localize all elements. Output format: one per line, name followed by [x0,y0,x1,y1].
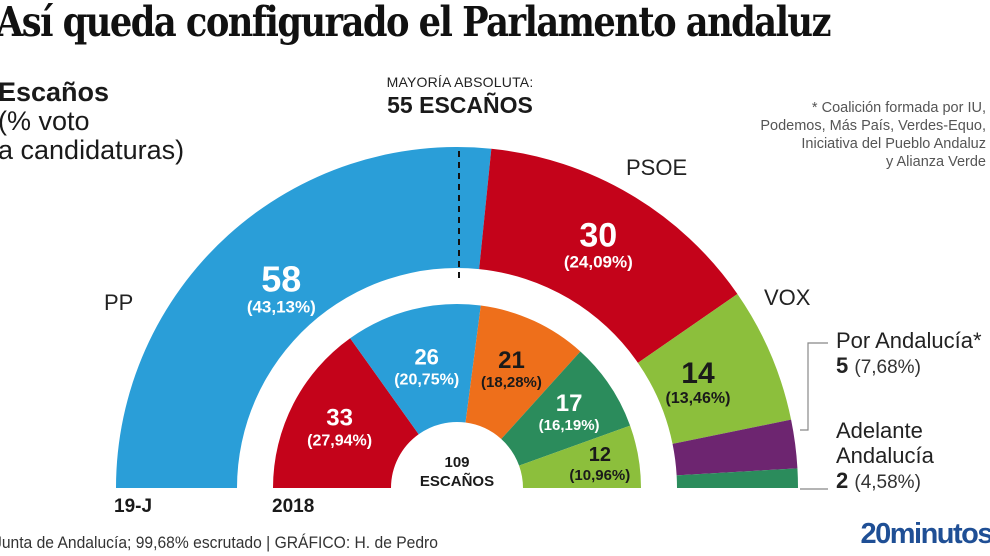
por-andalucia-seats: 5 [836,353,849,378]
outer-seats-label-vox: 14 [681,357,715,390]
footnote-line: y Alianza Verde [886,154,986,170]
adelante-name-1: Adelante [836,418,923,443]
adelante-seats: 2 [836,468,849,493]
inner-seats-label-adelante-andalucia: 17 [556,390,583,417]
year-label-inner: 2018 [272,496,315,517]
inner-pct-label-psoe: (27,94%) [307,433,372,450]
outer-segment-adelante-andalucia [676,468,798,488]
outer-segment-psoe [479,148,738,363]
majority-value: 55 ESCAÑOS [387,92,533,118]
source-footer: Junta de Andalucía; 99,68% escrutado | G… [0,533,438,552]
adelante-pct: (4,58%) [854,472,921,493]
label-vox: VOX [764,285,811,310]
year-label-outer: 19-J [114,496,153,517]
inner-seats-label-cs: 21 [498,347,525,374]
outer-segment-pp [116,146,492,488]
por-andalucia-pct: (7,68%) [854,357,921,378]
center-total-unit: ESCAÑOS [420,472,494,490]
inner-segment-psoe [273,338,419,488]
label-psoe: PSOE [626,155,688,180]
inner-ring-2018 [273,304,641,488]
brand-logo: 20minutos [860,518,990,550]
inner-segment-adelante-andalucia [501,351,631,466]
footnote-line: Podemos, Más País, Verdes-Equo, [760,118,986,134]
adelante-name-2: Andalucía [836,443,934,468]
majority-label: MAYORÍA ABSOLUTA: [386,74,534,90]
inner-seats-label-psoe: 33 [326,405,353,432]
inner-pct-label-pp: (20,75%) [394,372,459,389]
outer-seats-label-psoe: 30 [579,217,617,255]
por-andalucia-leader-line [800,342,828,431]
outer-pct-label-psoe: (24,09%) [564,253,633,272]
legend-caption: Escaños (% voto a candidaturas) [0,78,184,165]
outer-pct-label-vox: (13,46%) [665,390,730,407]
legend-vote-label-2: a candidaturas) [0,135,185,165]
coalition-footnote: * Coalición formada por IU, Podemos, Más… [760,99,986,171]
inner-segment-pp [350,304,481,435]
center-total-seats: 109 [444,454,469,471]
inner-pct-label-vox: (10,96%) [569,467,630,484]
inner-segment-vox [519,425,641,488]
footnote-line: * Coalición formada por IU, [811,100,986,116]
majority-annotation: MAYORÍA ABSOLUTA: 55 ESCAÑOS [340,74,580,119]
label-adelante-andalucia: Adelante Andalucía 2 (4,58%) [836,418,934,495]
por-andalucia-name: Por Andalucía* [836,328,982,353]
legend-vote-label-1: (% voto [0,106,90,136]
footnote-line: Iniciativa del Pueblo Andaluz [801,136,986,152]
chart-title: Así queda configurado el Parlamento anda… [0,0,832,46]
inner-segment-cs [465,305,581,440]
legend-seats-label: Escaños [0,77,110,107]
outer-segment-vox [637,293,792,444]
outer-seats-label-pp: 58 [261,259,301,300]
inner-seats-label-pp: 26 [414,345,438,370]
outer-ring-2022 [116,146,798,488]
inner-seats-label-vox: 12 [589,444,611,466]
inner-pct-label-adelante-andalucia: (16,19%) [539,417,600,434]
inner-pct-label-cs: (18,28%) [481,374,542,391]
label-por-andalucia: Por Andalucía* 5 (7,68%) [836,328,982,380]
outer-pct-label-pp: (43,13%) [247,298,316,317]
outer-segment-por-andalucia [672,419,798,476]
label-pp: PP [104,290,134,315]
